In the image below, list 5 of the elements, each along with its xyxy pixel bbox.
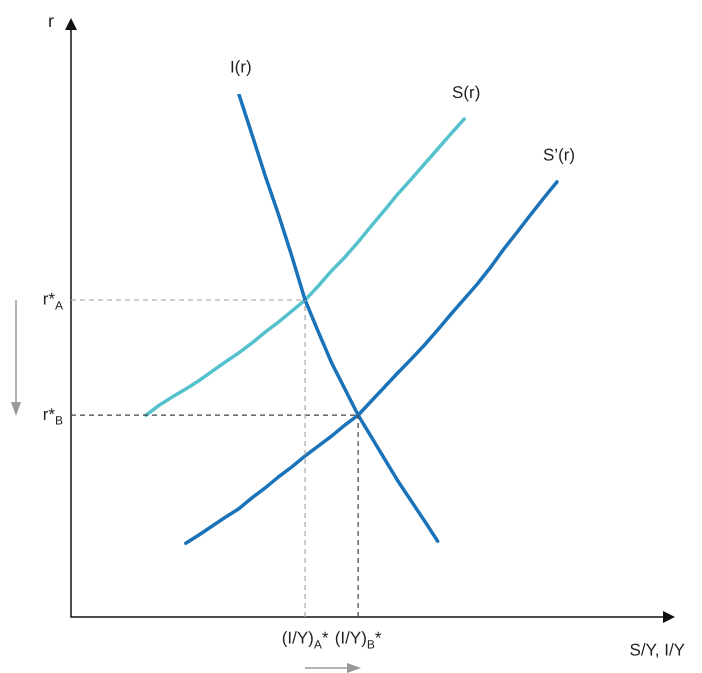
text: r	[48, 10, 54, 31]
series-label: I(r)	[230, 58, 252, 77]
series-label: S(r)	[452, 82, 480, 102]
series-label: S’(r)	[542, 146, 576, 165]
x-axis-title: S/Y, I/Y	[630, 640, 686, 660]
